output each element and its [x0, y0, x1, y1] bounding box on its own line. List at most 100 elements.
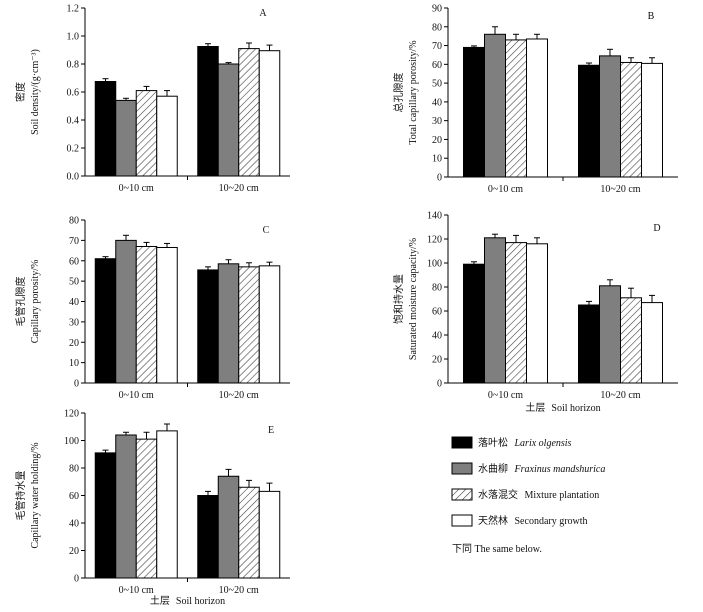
bar-secondary — [258, 50, 281, 177]
y-tick-label: 90 — [432, 4, 442, 15]
y-tick-label: 50 — [432, 79, 442, 90]
panel-letter: E — [268, 425, 274, 436]
y-axis-label-cn: 饱和持水量 — [392, 274, 405, 324]
panel-letter: D — [653, 223, 660, 234]
legend-item-secondary: 天然林 Secondary growth — [451, 514, 588, 527]
chart-panel-b: 0 10 20 30 40 50 60 70 80 90 0~10 cm 10~20 cm B 总孔隙度 T… — [392, 4, 678, 195]
legend-swatch-fraxinus — [451, 462, 473, 475]
svg-text:水曲柳 Fraxinus mandshuri: 水曲柳 Fraxinus mandshurica — [478, 462, 605, 475]
bar-secondary — [258, 490, 281, 579]
y-tick-label: 30 — [432, 116, 442, 127]
bar-mixture — [238, 266, 260, 384]
bar-larix — [94, 81, 117, 177]
y-tick-label: 0 — [74, 379, 79, 390]
chart-panel-a: 0.0 0.2 0.4 0.6 0.8 1.0 1.2 0~10 cm 10~20 cm A 密度 S… — [14, 4, 290, 194]
chart-panel-c: 0 10 20 30 40 50 60 70 80 0~10 cm 10~20 cm C 毛管孔隙度 Ca… — [14, 216, 290, 401]
legend-label-en: Mixture plantation — [525, 490, 600, 501]
y-tick-label: 0.6 — [67, 88, 80, 99]
svg-text:天然林 Secondary growth: 天然林 Secondary growth — [478, 514, 588, 527]
panel-letter: B — [648, 11, 655, 22]
bar-secondary — [156, 95, 178, 177]
y-tick-label: 0.0 — [67, 172, 80, 183]
bar-fraxinus — [599, 285, 621, 384]
x-axis-label-en: Soil horizon — [551, 403, 600, 414]
y-tick-label: 140 — [427, 211, 442, 222]
y-tick-label: 1.2 — [67, 4, 80, 15]
bar-mixture — [238, 486, 260, 579]
x-category-label: 10~20 cm — [219, 585, 259, 596]
y-axis-label-cn: 毛管持水量 — [14, 471, 27, 521]
y-tick-label: 1.0 — [67, 32, 80, 43]
y-tick-label: 100 — [427, 259, 442, 270]
bar-secondary — [641, 302, 663, 384]
y-tick-label: 30 — [69, 317, 79, 328]
panel-letter: C — [263, 225, 270, 236]
bar-secondary — [156, 430, 178, 579]
bar-larix — [94, 452, 117, 579]
bar-secondary — [156, 247, 178, 384]
bar-fraxinus — [484, 33, 506, 178]
y-tick-label: 10 — [69, 358, 79, 369]
bar-fraxinus — [599, 55, 621, 178]
legend-note: 下同 The same below. — [452, 543, 542, 555]
legend-swatch-larix — [451, 436, 473, 449]
y-tick-label: 10 — [432, 154, 442, 165]
svg-text:落叶松 Larix olgensis: 落叶松 Larix olgensis — [478, 436, 572, 449]
bar-mixture — [135, 245, 158, 384]
y-axis-label-en: Soil density/(g·cm⁻³) — [30, 49, 41, 135]
x-axis-label-cn: 土层 — [525, 401, 545, 414]
legend-item-larix: 落叶松 Larix olgensis — [451, 436, 572, 449]
legend-swatch-mixture — [451, 488, 473, 501]
y-tick-label: 60 — [432, 60, 442, 71]
y-tick-label: 0 — [437, 173, 442, 184]
y-tick-label: 60 — [69, 256, 79, 267]
y-tick-label: 20 — [432, 355, 442, 366]
x-category-label: 0~10 cm — [119, 183, 154, 194]
bar-mixture — [135, 438, 158, 579]
legend-label-cn: 水曲柳 — [478, 462, 508, 475]
bar-secondary — [641, 62, 663, 178]
bar-mixture — [505, 242, 527, 384]
x-axis-label-cn: 土层 — [150, 594, 170, 607]
y-tick-label: 0.4 — [67, 116, 80, 127]
x-axis-label: 土层 Soil horizon — [150, 594, 225, 607]
y-tick-label: 20 — [69, 338, 79, 349]
y-tick-label: 120 — [427, 235, 442, 246]
bar-mixture — [238, 48, 260, 177]
bar-larix — [578, 304, 600, 384]
legend-label-cn: 落叶松 — [478, 436, 508, 449]
legend-label-cn: 天然林 — [478, 514, 508, 527]
x-axis-label: 土层 Soil horizon — [525, 401, 600, 414]
legend-item-mixture: 水落混交 Mixture plantation — [451, 488, 599, 501]
bar-larix — [578, 64, 600, 178]
y-tick-label: 40 — [69, 297, 79, 308]
y-axis-label-cn: 总孔隙度 — [392, 73, 405, 113]
y-tick-label: 60 — [69, 491, 79, 502]
bar-larix — [94, 258, 117, 384]
svg-text:水落混交 Mixture plantatio: 水落混交 Mixture plantation — [478, 488, 599, 501]
x-category-label: 10~20 cm — [219, 390, 259, 401]
legend-swatch-secondary — [451, 514, 473, 527]
y-tick-label: 20 — [432, 135, 442, 146]
y-tick-label: 0 — [74, 574, 79, 585]
y-tick-label: 0 — [437, 379, 442, 390]
bar-larix — [197, 46, 219, 177]
bar-fraxinus — [115, 99, 137, 177]
bar-secondary — [526, 38, 548, 178]
y-tick-label: 0.8 — [67, 60, 80, 71]
y-tick-label: 20 — [69, 546, 79, 557]
bar-fraxinus — [115, 434, 137, 579]
y-axis-label-en: Saturated moisture capacity/% — [408, 238, 419, 360]
y-tick-label: 80 — [432, 22, 442, 33]
bar-larix — [463, 263, 485, 384]
bar-larix — [463, 46, 485, 178]
y-axis-label-cn: 密度 — [14, 82, 27, 102]
bar-larix — [197, 495, 219, 579]
bar-mixture — [135, 90, 158, 177]
chart-panel-e: 0 20 40 60 80 100 120 0~10 cm 10~20 cm E 毛管持水量 Capi… — [14, 409, 290, 607]
y-axis-label-en: Capillary porosity/% — [30, 260, 41, 344]
y-tick-label: 80 — [69, 464, 79, 475]
y-tick-label: 80 — [69, 216, 79, 227]
